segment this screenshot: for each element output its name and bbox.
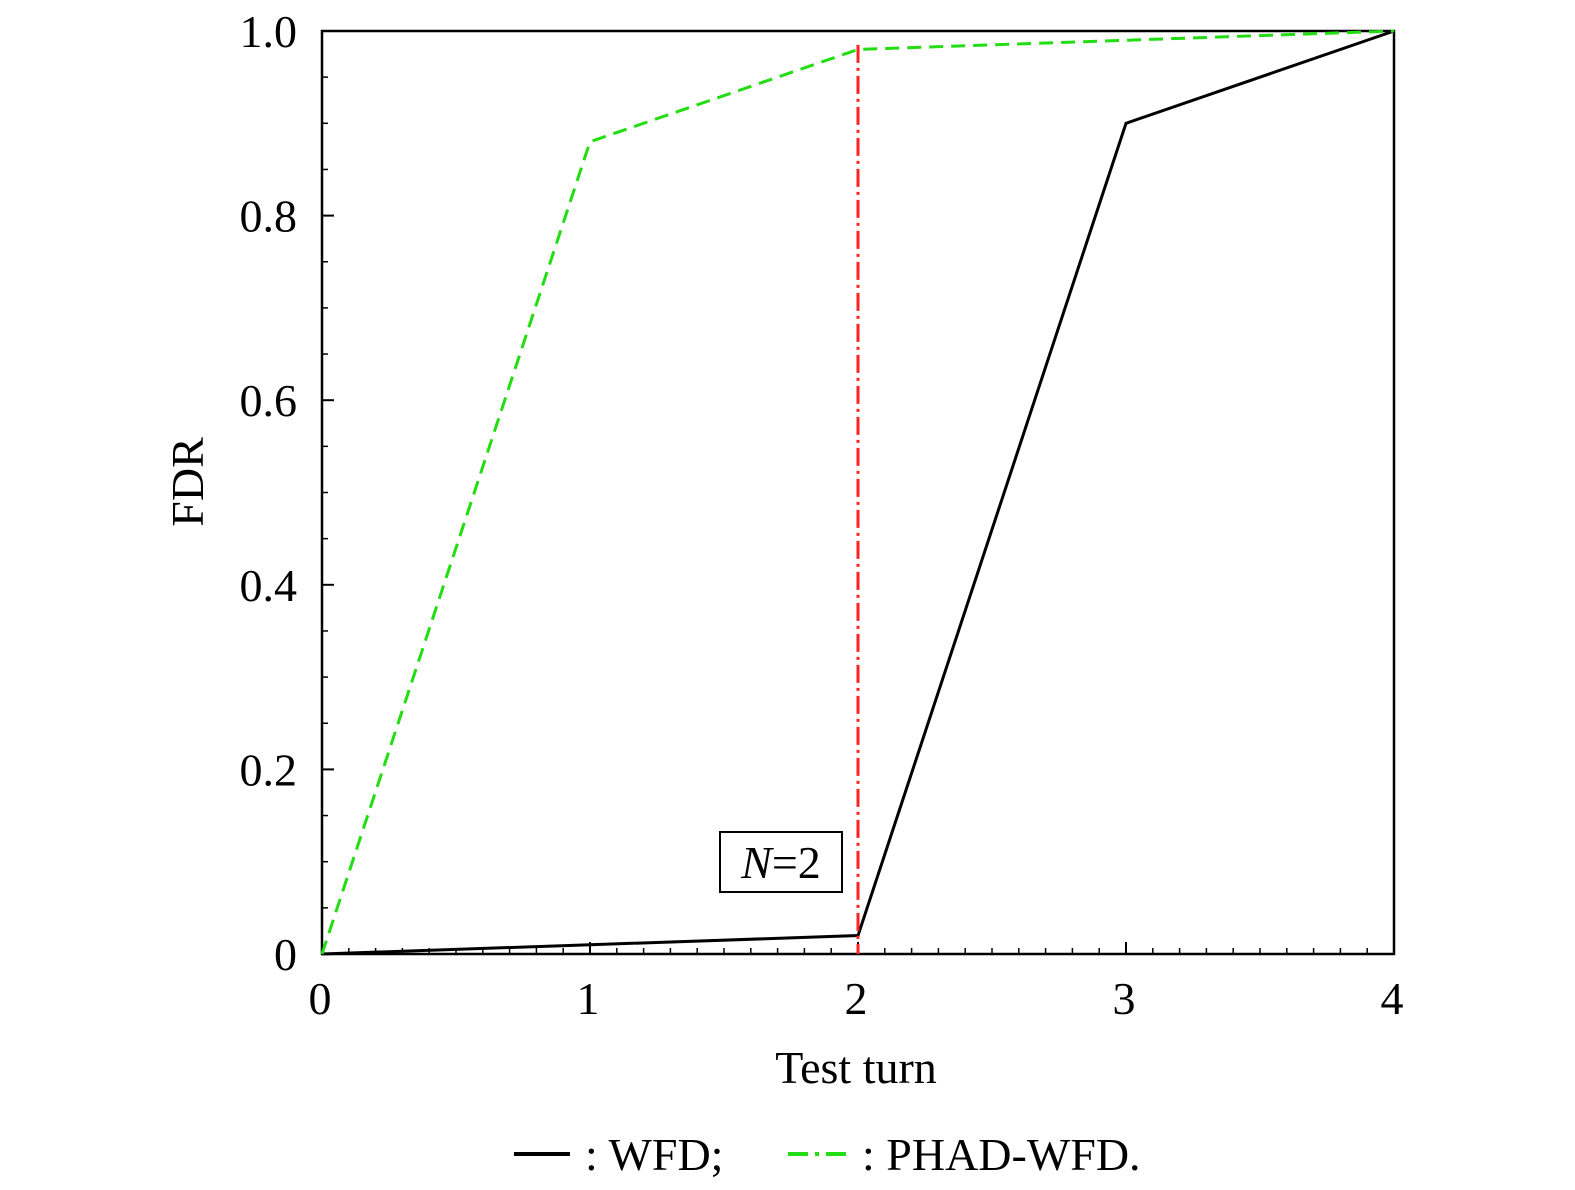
- x-tick-label: 2: [845, 973, 868, 1024]
- y-tick-label: 0.2: [240, 744, 298, 795]
- y-tick-label: 0.8: [240, 191, 298, 242]
- y-tick-label: 0.4: [240, 560, 298, 611]
- x-axis-title: Test turn: [775, 1042, 937, 1093]
- y-tick-label: 0: [274, 929, 297, 980]
- x-tick-label: 1: [577, 973, 600, 1024]
- y-tick-label: 0.6: [240, 375, 298, 426]
- legend: : WFD; : PHAD-WFD.: [514, 1129, 1141, 1180]
- x-tick-label: 0: [309, 973, 332, 1024]
- tick-labels: 0 1 2 3 4 0 0.2 0.4 0.6 0.8 1.0: [240, 6, 1404, 1024]
- y-axis-title: FDR: [162, 437, 213, 527]
- annotation-text: N=2: [740, 837, 821, 888]
- y-tick-label: 1.0: [240, 6, 298, 57]
- annotation-box: [719, 831, 843, 893]
- series-line-phad-wfd: [320, 29, 1395, 955]
- annotation-layer: N=2: [719, 831, 843, 893]
- x-tick-label: 3: [1113, 973, 1136, 1024]
- x-tick-label: 4: [1381, 973, 1404, 1024]
- legend-label-wfd: : WFD;: [585, 1129, 723, 1180]
- legend-label-phad-wfd: : PHAD-WFD.: [862, 1129, 1141, 1180]
